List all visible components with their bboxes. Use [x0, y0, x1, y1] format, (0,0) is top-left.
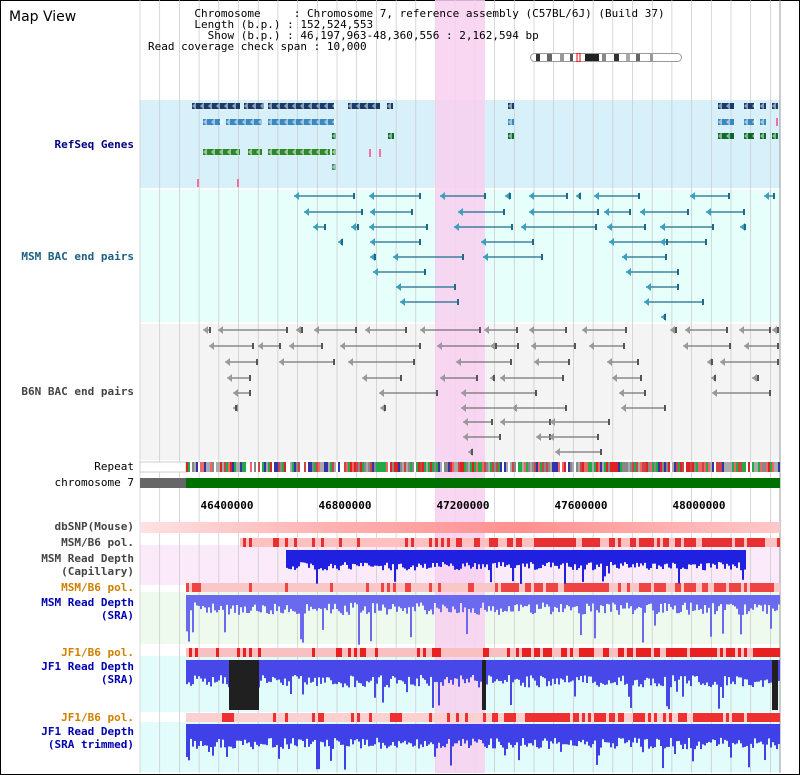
- highlight-region[interactable]: [435, 0, 485, 773]
- axis-tick-label: 46400000: [201, 499, 254, 512]
- polymorphism-strips[interactable]: [186, 538, 780, 722]
- track-label-jf1-trim-sub: (SRA trimmed): [47, 738, 134, 751]
- track-label-dbsnp[interactable]: dbSNP(Mouse): [54, 520, 134, 533]
- length-label: Length (b.p.): [194, 18, 288, 31]
- track-label-jf1-trim[interactable]: JF1 Read Depth: [41, 725, 134, 738]
- b6n-bac-features[interactable]: [203, 326, 779, 456]
- gene-marker[interactable]: [237, 179, 239, 187]
- position-axis: 46400000 46800000 47200000 47600000 4800…: [201, 499, 726, 512]
- track-label-jf1-depth[interactable]: JF1 Read Depth: [41, 660, 134, 673]
- gene-marker[interactable]: [776, 118, 778, 126]
- show-row: Show (b.p.) : 46,197,963-48,360,556 : 2,…: [194, 29, 539, 42]
- track-label-jf1-b6-pol-1[interactable]: JF1/B6 pol.: [61, 646, 134, 659]
- gene-feature[interactable]: [744, 103, 754, 109]
- track-label-chromosome[interactable]: chromosome 7: [54, 476, 134, 489]
- track-label-msm-depth-cap-sub: (Capillary): [61, 565, 134, 578]
- gene-feature[interactable]: [268, 149, 330, 155]
- length-row: Length (b.p.) : 152,524,553: [194, 18, 374, 31]
- chromosome-label: Chromosome: [194, 7, 294, 20]
- chromosome-ideogram[interactable]: [530, 53, 682, 62]
- track-label-jf1-b6-pol-2[interactable]: JF1/B6 pol.: [61, 711, 134, 724]
- track-label-msm-depth-cap[interactable]: MSM Read Depth: [41, 552, 134, 565]
- repeat-track[interactable]: [186, 462, 780, 472]
- show-value: 46,197,963-48,360,556 : 2,162,594 bp: [300, 29, 539, 42]
- track-label-msm-b6-pol-2[interactable]: MSM/B6 pol.: [61, 581, 134, 594]
- chromosome-bar[interactable]: [186, 478, 780, 488]
- gene-feature[interactable]: [248, 149, 262, 155]
- msm-bac-features[interactable]: [294, 192, 775, 321]
- chromosome-row: Chromosome : Chromosome 7, reference ass…: [194, 7, 665, 20]
- chromosome-unassembled: [140, 478, 186, 488]
- track-label-b6n-bac[interactable]: B6N BAC end pairs: [21, 385, 134, 398]
- gene-feature[interactable]: [744, 119, 754, 125]
- assembly-info: Chromosome : Chromosome 7, reference ass…: [148, 8, 665, 52]
- track-label-msm-b6-pol-1[interactable]: MSM/B6 pol.: [61, 536, 134, 549]
- track-label-msm-depth-sra[interactable]: MSM Read Depth: [41, 596, 134, 609]
- chromosome-value: Chromosome 7, reference assembly (C57BL/…: [306, 7, 665, 20]
- gene-feature[interactable]: [744, 133, 754, 139]
- gene-marker[interactable]: [369, 149, 371, 157]
- coverage-label: Read coverage check span: [148, 40, 307, 53]
- coverage-value: 10,000: [326, 40, 367, 53]
- axis-tick-label: 47600000: [555, 499, 608, 512]
- dbsnp-density-bar[interactable]: [140, 522, 780, 533]
- track-label-msm-depth-sra-sub: (SRA): [100, 609, 134, 622]
- track-label-refseq[interactable]: RefSeq Genes: [54, 138, 134, 151]
- repeat-gap: [139, 461, 187, 473]
- track-label-repeat[interactable]: Repeat: [94, 460, 134, 473]
- window-title: Map View: [9, 9, 77, 25]
- refseq-genes-features[interactable]: [192, 102, 778, 187]
- gene-marker[interactable]: [197, 179, 199, 187]
- coverage-row: Read coverage check span : 10,000: [148, 40, 367, 53]
- ideogram-position-marker: [576, 53, 581, 62]
- gene-marker[interactable]: [379, 149, 381, 157]
- axis-tick-label: 46800000: [319, 499, 372, 512]
- show-label: Show (b.p.): [194, 29, 288, 42]
- axis-tick-label: 48000000: [673, 499, 726, 512]
- axis-tick-label: 47200000: [437, 499, 490, 512]
- length-value: 152,524,553: [300, 18, 374, 31]
- track-label-jf1-depth-sub: (SRA): [100, 673, 134, 686]
- read-depth-tracks[interactable]: [186, 550, 780, 770]
- track-label-msm-bac[interactable]: MSM BAC end pairs: [21, 250, 134, 263]
